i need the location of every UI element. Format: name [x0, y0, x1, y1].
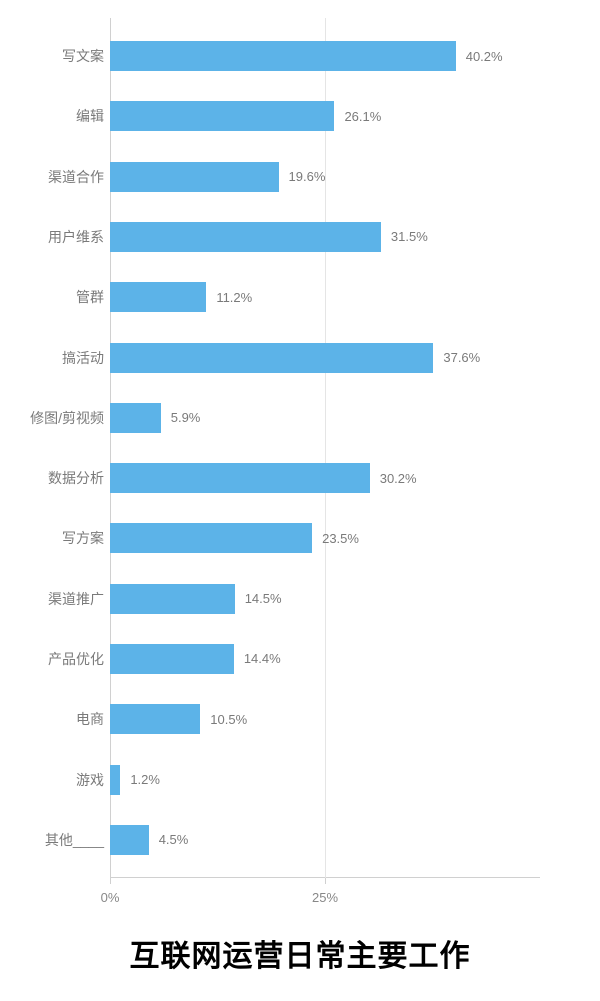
bar-value-label: 30.2% — [380, 471, 417, 486]
bar-value-label: 1.2% — [130, 772, 160, 787]
bar-chart: 40.2% 26.1% 19.6% 31.5% 11.2% 37.6% 5.9% 30.2% 2… — [20, 18, 580, 908]
bar-row: 4.5% — [110, 825, 540, 855]
category-label: 其他____ — [20, 825, 104, 855]
bar — [110, 41, 456, 71]
bar — [110, 403, 161, 433]
bar-row: 14.5% — [110, 584, 540, 614]
category-label: 写方案 — [20, 523, 104, 553]
bar — [110, 584, 235, 614]
bar — [110, 162, 279, 192]
bar — [110, 282, 206, 312]
bar-row: 30.2% — [110, 463, 540, 493]
x-axis-labels: 0%25% — [110, 884, 540, 908]
bar — [110, 765, 120, 795]
bar — [110, 463, 370, 493]
category-label: 电商 — [20, 704, 104, 734]
bar — [110, 101, 334, 131]
bar-value-label: 14.4% — [244, 651, 281, 666]
bar-row: 26.1% — [110, 101, 540, 131]
bar-row: 10.5% — [110, 704, 540, 734]
bar-row: 11.2% — [110, 282, 540, 312]
bar — [110, 523, 312, 553]
bar-value-label: 10.5% — [210, 712, 247, 727]
x-axis-label: 0% — [101, 890, 120, 905]
bar — [110, 343, 433, 373]
bar-row: 40.2% — [110, 41, 540, 71]
category-label: 渠道推广 — [20, 584, 104, 614]
bar-value-label: 31.5% — [391, 229, 428, 244]
bar-value-label: 14.5% — [245, 591, 282, 606]
category-label: 游戏 — [20, 765, 104, 795]
bar-row: 37.6% — [110, 343, 540, 373]
category-label: 编辑 — [20, 101, 104, 131]
y-axis-labels: 写文案编辑渠道合作用户维系管群搞活动修图/剪视频数据分析写方案渠道推广产品优化电… — [20, 18, 104, 878]
bar-row: 5.9% — [110, 403, 540, 433]
bar-value-label: 19.6% — [289, 169, 326, 184]
category-label: 搞活动 — [20, 343, 104, 373]
bars-group: 40.2% 26.1% 19.6% 31.5% 11.2% 37.6% 5.9% 30.2% 2… — [110, 18, 540, 878]
x-axis-label: 25% — [312, 890, 338, 905]
bar-row: 19.6% — [110, 162, 540, 192]
category-label: 修图/剪视频 — [20, 403, 104, 433]
category-label: 渠道合作 — [20, 162, 104, 192]
bar-row: 23.5% — [110, 523, 540, 553]
plot-area: 40.2% 26.1% 19.6% 31.5% 11.2% 37.6% 5.9% 30.2% 2… — [110, 18, 540, 878]
bar-value-label: 5.9% — [171, 410, 201, 425]
bar — [110, 222, 381, 252]
bar-value-label: 40.2% — [466, 49, 503, 64]
x-tick — [325, 878, 326, 884]
category-label: 用户维系 — [20, 222, 104, 252]
x-tick — [110, 878, 111, 884]
bar-value-label: 4.5% — [159, 832, 189, 847]
category-label: 管群 — [20, 282, 104, 312]
bar-value-label: 37.6% — [443, 350, 480, 365]
bar-value-label: 26.1% — [344, 109, 381, 124]
bar — [110, 704, 200, 734]
bar-value-label: 11.2% — [216, 290, 252, 305]
bar-row: 31.5% — [110, 222, 540, 252]
category-label: 写文案 — [20, 41, 104, 71]
bar-row: 14.4% — [110, 644, 540, 674]
chart-title: 互联网运营日常主要工作 — [0, 931, 600, 975]
category-label: 数据分析 — [20, 463, 104, 493]
bar-row: 1.2% — [110, 765, 540, 795]
bar — [110, 825, 149, 855]
category-label: 产品优化 — [20, 644, 104, 674]
bar — [110, 644, 234, 674]
bar-value-label: 23.5% — [322, 531, 359, 546]
